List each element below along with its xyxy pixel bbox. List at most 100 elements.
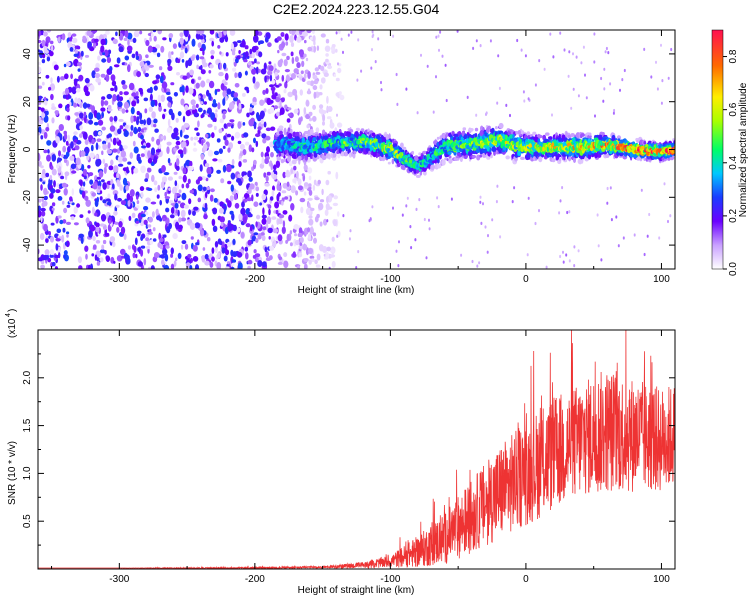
heatmap-cell xyxy=(94,67,100,72)
heatmap-cell xyxy=(656,87,659,91)
heatmap-cell xyxy=(188,87,194,95)
heatmap-cell xyxy=(99,249,106,254)
heatmap-cell xyxy=(306,227,311,233)
heatmap-cell xyxy=(107,104,112,110)
heatmap-cell xyxy=(251,235,257,242)
heatmap-cell xyxy=(145,172,150,180)
heatmap-cell xyxy=(139,119,144,125)
heatmap-cell xyxy=(353,150,357,155)
heatmap-cell xyxy=(226,133,232,138)
heatmap-cell xyxy=(96,257,100,262)
heatmap-cell xyxy=(461,139,466,143)
heatmap-cell xyxy=(154,252,160,258)
heatmap-cell xyxy=(602,99,605,103)
heatmap-cell xyxy=(478,261,481,265)
heatmap-cell xyxy=(284,196,289,200)
heatmap-cell xyxy=(201,57,206,66)
heatmap-cell xyxy=(498,86,501,90)
heatmap-cell xyxy=(179,51,185,59)
heatmap-cell xyxy=(122,177,128,186)
heatmap-cell xyxy=(292,88,298,96)
heatmap-cell xyxy=(152,238,157,242)
heatmap-cell xyxy=(222,90,227,98)
heatmap-cell xyxy=(149,239,154,245)
heatmap-cell xyxy=(474,127,479,132)
heatmap-cell xyxy=(196,64,199,70)
heatmap-cell xyxy=(218,31,223,38)
heatmap-cell xyxy=(355,127,360,132)
heatmap-cell xyxy=(320,77,326,84)
heatmap-cell xyxy=(69,47,74,52)
heatmap-cell xyxy=(66,103,70,109)
heatmap-cell xyxy=(132,252,136,259)
heatmap-cell xyxy=(103,166,107,174)
heatmap-cell xyxy=(220,83,225,91)
heatmap-cell xyxy=(91,70,96,79)
heatmap-cell xyxy=(97,55,101,61)
heatmap-cell xyxy=(520,48,523,52)
heatmap-cell xyxy=(605,46,608,51)
heatmap-cell xyxy=(183,147,187,155)
heatmap-cell xyxy=(606,201,609,205)
heatmap-cell xyxy=(164,253,169,262)
heatmap-cell xyxy=(215,109,218,113)
heatmap-cell xyxy=(380,80,382,85)
heatmap-cell xyxy=(312,137,317,142)
heatmap-cell xyxy=(65,151,70,158)
heatmap-cell xyxy=(231,51,236,56)
heatmap-cell xyxy=(470,128,474,132)
heatmap-cell xyxy=(268,65,274,72)
heatmap-cell xyxy=(395,249,398,253)
heatmap-cell xyxy=(287,156,291,162)
heatmap-cell xyxy=(159,199,162,206)
heatmap-cell xyxy=(278,214,285,219)
heatmap-cell xyxy=(244,70,248,76)
heatmap-cell xyxy=(308,117,313,122)
heatmap-cell xyxy=(585,96,588,100)
heatmap-cell xyxy=(41,39,46,47)
heatmap-cell xyxy=(280,152,285,157)
heatmap-cell xyxy=(100,38,106,46)
heatmap-cell xyxy=(316,45,320,51)
heatmap-cell xyxy=(42,53,46,59)
heatmap-cell xyxy=(238,50,241,54)
heatmap-cell xyxy=(266,97,272,106)
heatmap-cell xyxy=(184,35,189,42)
heatmap-cell xyxy=(155,44,161,49)
heatmap-cell xyxy=(312,85,318,91)
heatmap-cell xyxy=(252,76,256,84)
heatmap-cell xyxy=(307,71,311,79)
heatmap-cell xyxy=(203,213,208,220)
heatmap-cell xyxy=(56,75,60,83)
heatmap-cell xyxy=(385,153,388,158)
heatmap-cell xyxy=(135,220,140,224)
heatmap-cell xyxy=(78,265,83,269)
heatmap-cell xyxy=(395,72,398,77)
heatmap-cell xyxy=(147,167,152,173)
heatmap-cell xyxy=(587,134,592,139)
heatmap-cell xyxy=(568,156,572,162)
heatmap-cell xyxy=(332,219,338,227)
heatmap-cell xyxy=(121,108,126,114)
heatmap-cell xyxy=(211,247,215,254)
heatmap-cell xyxy=(561,134,566,140)
heatmap-cell xyxy=(148,216,154,223)
heatmap-cell xyxy=(297,265,300,269)
heatmap-cell xyxy=(40,107,45,112)
heatmap-cell xyxy=(193,206,199,211)
heatmap-cell xyxy=(270,126,276,131)
heatmap-cell xyxy=(209,64,214,69)
heatmap-cell xyxy=(144,62,148,71)
heatmap-cell xyxy=(271,189,275,198)
heatmap-cell xyxy=(640,188,643,192)
heatmap-cell xyxy=(285,239,288,244)
heatmap-cell xyxy=(650,75,653,79)
heatmap-cell xyxy=(505,103,508,107)
heatmap-cell xyxy=(58,124,64,131)
heatmap-cell xyxy=(333,195,339,200)
heatmap-cell xyxy=(517,130,522,135)
heatmap-cell xyxy=(200,153,205,160)
heatmap-cell xyxy=(344,151,348,157)
heatmap-cell xyxy=(308,111,313,116)
heatmap-cell xyxy=(411,150,415,155)
